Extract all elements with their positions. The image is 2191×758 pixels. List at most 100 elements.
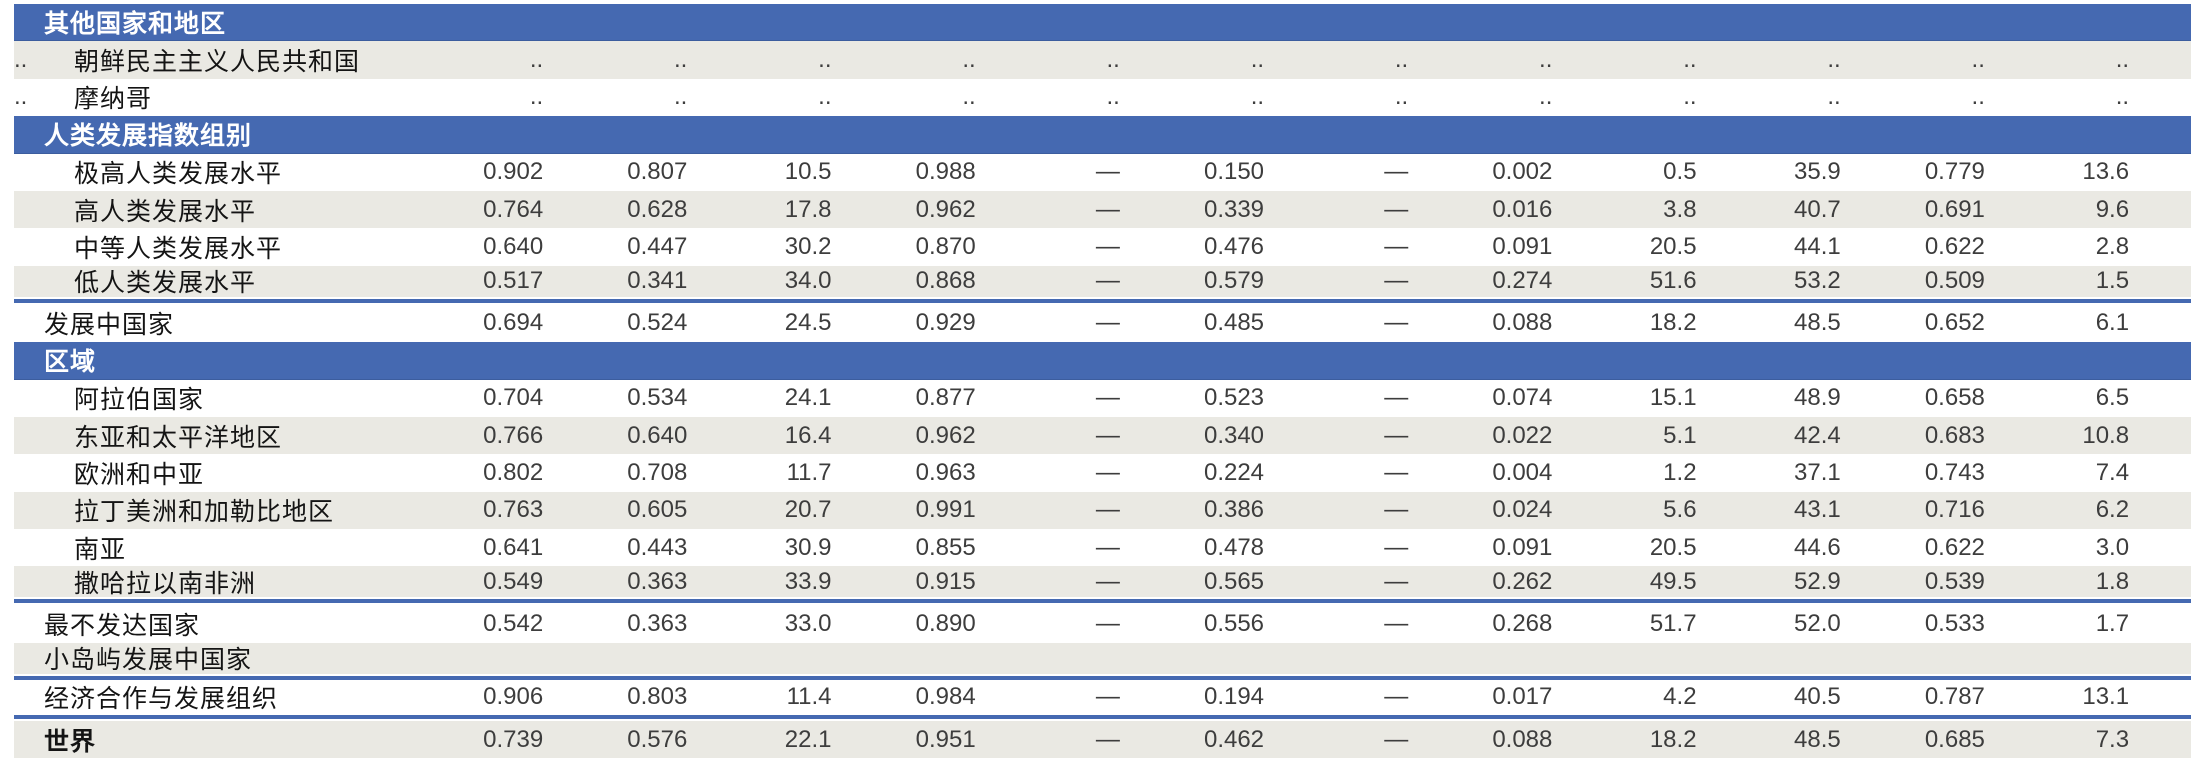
value-cell: 0.539: [1924, 567, 1985, 595]
table-row: 低人类发展水平 0.517 0.341 34.0 0.868 — 0.579 — 0.274 51…: [14, 265, 2191, 297]
section-title: 其他国家和地区: [44, 10, 227, 39]
value-cell: 53.2: [1794, 267, 1841, 295]
row-label: 最不发达国家: [44, 612, 201, 641]
value-cell: —: [1384, 725, 1409, 753]
value-cell: ..: [818, 83, 832, 111]
section-divider-line: [14, 599, 2191, 604]
value-cell: 3.8: [1663, 195, 1697, 223]
value-cell: 20.5: [1649, 533, 1697, 561]
value-cell: 0.641: [483, 533, 544, 561]
value-cell: 4.2: [1663, 683, 1697, 711]
value-cell: 0.274: [1492, 267, 1553, 295]
value-cell: 0.268: [1492, 610, 1553, 638]
value-cell: 0.716: [1924, 496, 1985, 524]
value-cell: 0.150: [1203, 158, 1265, 186]
value-cell: 37.1: [1794, 458, 1841, 486]
value-cell: 24.5: [784, 309, 832, 337]
value-cell: 0.685: [1924, 725, 1985, 753]
value-cell: —: [1384, 384, 1409, 412]
value-cell: 0.640: [483, 233, 544, 261]
value-cell: —: [1095, 233, 1120, 261]
value-cell: 6.1: [2095, 309, 2130, 337]
table-row: 世界 0.739 0.576 22.1 0.951 — 0.462 — 0.088 18.2 48.…: [14, 720, 2191, 758]
value-cell: 0.855: [915, 533, 976, 561]
value-cell: ..: [1827, 46, 1841, 74]
value-cell: 0.339: [1203, 195, 1265, 223]
table-row: .. 朝鲜民主主义人民共和国........................: [14, 41, 2191, 79]
table-row: 阿拉伯国家 0.704 0.534 24.1 0.877 — 0.523 — 0.074 15.1…: [14, 379, 2191, 417]
value-cell: 0.605: [627, 496, 688, 524]
value-cell: 0.766: [483, 421, 544, 449]
value-cell: 17.8: [784, 195, 832, 223]
table-row: 经济合作与发展组织 0.906 0.803 11.4 0.984 — 0.194 — 0.017…: [14, 681, 2191, 714]
value-cell: 35.9: [1794, 158, 1841, 186]
value-cell: 0.091: [1492, 233, 1553, 261]
value-cell: 0.807: [627, 158, 688, 186]
value-cell: —: [1384, 567, 1409, 595]
table-row: 中等人类发展水平 0.640 0.447 30.2 0.870 — 0.476 — 0.091 2…: [14, 228, 2191, 266]
value-cell: 0.542: [483, 610, 544, 638]
value-cell: 1.5: [2095, 267, 2130, 295]
value-cell: 51.7: [1649, 610, 1697, 638]
value-cell: 6.5: [2095, 384, 2130, 412]
value-cell: ..: [1683, 83, 1697, 111]
value-cell: 0.485: [1203, 309, 1265, 337]
value-cell: ..: [1539, 83, 1553, 111]
value-cell: 0.962: [915, 195, 976, 223]
value-cell: 20.7: [784, 496, 832, 524]
value-cell: 0.386: [1203, 496, 1265, 524]
value-cell: 0.622: [1924, 533, 1985, 561]
value-cell: 0.533: [1924, 610, 1985, 638]
value-cell: 0.870: [915, 233, 976, 261]
hdi-rank-cell: ..: [14, 46, 28, 74]
value-cell: 10.8: [2082, 421, 2130, 449]
value-cell: —: [1095, 567, 1120, 595]
value-cell: 0.890: [915, 610, 976, 638]
value-cell: 0.363: [627, 567, 688, 595]
value-cell: 42.4: [1794, 421, 1841, 449]
value-cell: —: [1384, 610, 1409, 638]
value-cell: 49.5: [1649, 567, 1697, 595]
value-cell: 0.262: [1492, 567, 1553, 595]
value-cell: 0.088: [1492, 309, 1553, 337]
value-cell: 3.0: [2095, 533, 2130, 561]
value-cell: ..: [1971, 83, 1985, 111]
value-cell: 0.640: [627, 421, 688, 449]
value-cell: ..: [1539, 46, 1553, 74]
value-cell: 30.2: [784, 233, 832, 261]
table-row: 高人类发展水平 0.764 0.628 17.8 0.962 — 0.339 — 0.016 3.…: [14, 190, 2191, 229]
value-cell: 0.478: [1203, 533, 1265, 561]
value-cell: —: [1384, 158, 1409, 186]
table-row: 撒哈拉以南非洲 0.549 0.363 33.9 0.915 — 0.565 — 0.262 49…: [14, 566, 2191, 598]
value-cell: 0.984: [915, 683, 976, 711]
value-cell: ..: [818, 46, 832, 74]
value-cell: —: [1384, 233, 1409, 261]
value-cell: 0.803: [627, 683, 688, 711]
value-cell: ..: [529, 46, 544, 74]
value-cell: 30.9: [784, 533, 832, 561]
row-label: 阿拉伯国家: [74, 386, 205, 415]
row-label: 摩纳哥: [74, 85, 153, 114]
value-cell: 0.523: [1203, 384, 1265, 412]
value-cell: 0.524: [627, 309, 688, 337]
value-cell: 0.868: [915, 267, 976, 295]
value-cell: ..: [2115, 83, 2130, 111]
row-label: 高人类发展水平: [74, 197, 257, 226]
value-cell: 43.1: [1794, 496, 1841, 524]
value-cell: 0.002: [1492, 158, 1553, 186]
row-label: 经济合作与发展组织: [44, 685, 279, 714]
value-cell: 24.1: [784, 384, 832, 412]
value-cell: 0.447: [627, 233, 688, 261]
value-cell: 0.363: [627, 610, 688, 638]
value-cell: —: [1095, 267, 1120, 295]
value-cell: 0.341: [627, 267, 688, 295]
value-cell: 0.576: [627, 725, 688, 753]
value-cell: —: [1095, 309, 1120, 337]
value-cell: 0.963: [915, 458, 976, 486]
value-cell: 20.5: [1649, 233, 1697, 261]
value-cell: 10.5: [784, 158, 832, 186]
value-cell: 5.1: [1663, 421, 1697, 449]
value-cell: 0.658: [1924, 384, 1985, 412]
section-title: 人类发展指数组别: [44, 122, 253, 151]
row-label: 发展中国家: [44, 311, 175, 340]
